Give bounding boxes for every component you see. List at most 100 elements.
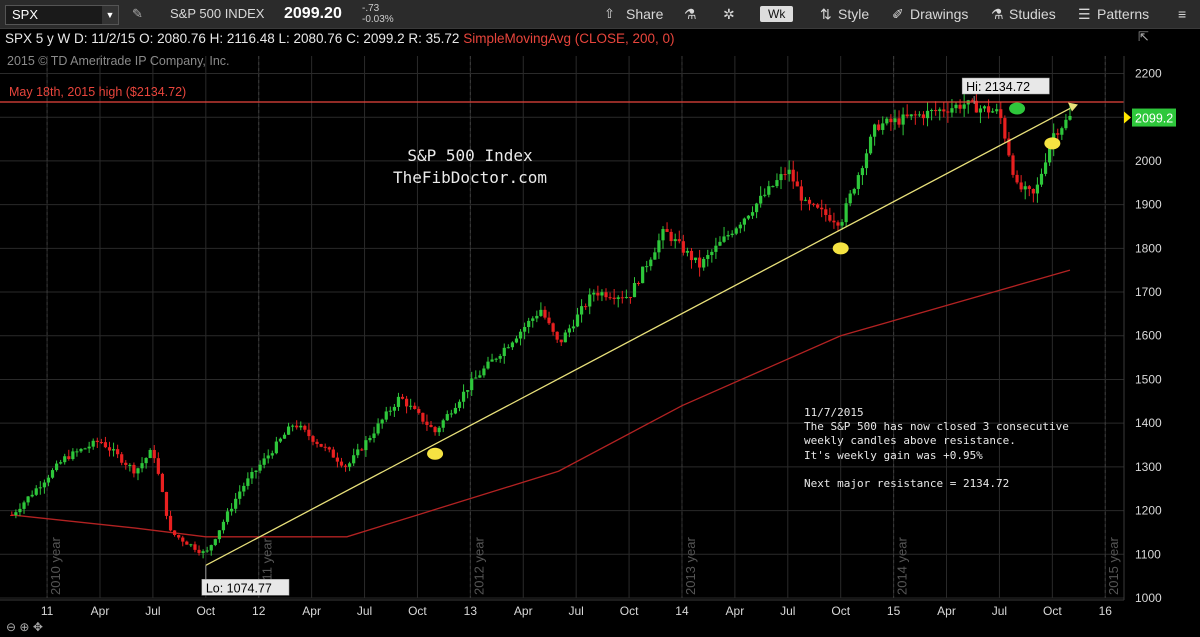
- candle-body: [942, 109, 946, 112]
- x-tick-label: Apr: [302, 604, 321, 618]
- y-tick-label: 2200: [1135, 66, 1162, 80]
- studies-button[interactable]: Studies: [1009, 6, 1056, 22]
- marker-dot: [1009, 102, 1026, 115]
- candle-body: [335, 457, 340, 462]
- x-tick-label: Oct: [831, 604, 850, 618]
- candle-body: [217, 530, 221, 540]
- candle-body: [649, 259, 653, 267]
- candle-body: [124, 462, 128, 465]
- symbol-selector[interactable]: SPX ▼: [5, 5, 119, 25]
- info-low: L: 2080.76: [278, 31, 343, 46]
- candle-body: [929, 110, 934, 112]
- share-button[interactable]: Share: [626, 6, 664, 22]
- timeframe-button[interactable]: Wk: [760, 6, 794, 22]
- candle-body: [909, 114, 913, 117]
- candle-body: [197, 549, 201, 553]
- zoom-in-icon[interactable]: ⊕: [19, 620, 30, 634]
- candle-body: [22, 502, 26, 509]
- marker-dot: [427, 447, 444, 460]
- style-icon[interactable]: ⇅: [820, 6, 832, 22]
- patterns-icon[interactable]: ☰: [1078, 6, 1091, 22]
- price-chart[interactable]: 2010 year 2011 year 2012 year 2013 year 2014…: [0, 29, 1200, 637]
- drawings-button[interactable]: Drawings: [910, 6, 969, 22]
- zoom-controls[interactable]: ⊖ ⊕ ✥: [6, 620, 43, 634]
- x-tick-label: Jul: [992, 604, 1007, 618]
- flask-icon[interactable]: ⚗: [684, 6, 697, 22]
- candle-body: [246, 478, 250, 486]
- dropdown-arrow-icon[interactable]: ▼: [102, 6, 118, 24]
- candle-body: [356, 449, 360, 456]
- candle-body: [339, 461, 344, 466]
- low-label-box: [201, 579, 290, 596]
- candle-body: [661, 229, 665, 241]
- pencil-icon[interactable]: ✎: [132, 6, 143, 21]
- candle-body: [368, 437, 372, 441]
- candle-body: [181, 537, 185, 542]
- candle-body: [156, 458, 160, 474]
- candle-body: [803, 199, 808, 201]
- candle-body: [343, 465, 348, 467]
- candle-body: [897, 118, 901, 125]
- candle-body: [995, 109, 999, 112]
- candle-body: [616, 297, 620, 299]
- y-tick-label: 1900: [1135, 198, 1162, 212]
- zoom-out-icon[interactable]: ⊖: [6, 620, 17, 634]
- candle-body: [327, 447, 331, 450]
- share-icon[interactable]: ⇧: [604, 6, 615, 21]
- last-price: 2099.20: [284, 5, 342, 22]
- style-button[interactable]: Style: [838, 6, 870, 22]
- info-bar: SPX 5 y W D: 11/2/15 O: 2080.76 H: 2116.…: [5, 31, 675, 46]
- candle-body: [270, 453, 274, 456]
- candle-body: [352, 455, 356, 464]
- candle-body: [1048, 145, 1052, 163]
- candle-body: [486, 361, 490, 369]
- gear-icon[interactable]: ✲: [723, 6, 735, 22]
- candle-body: [669, 231, 673, 242]
- pan-icon[interactable]: ✥: [32, 620, 43, 634]
- candle-body: [42, 482, 46, 488]
- candle-body: [771, 186, 775, 188]
- info-range: R: 35.72: [408, 31, 460, 46]
- grid: [0, 56, 1124, 599]
- candle-body: [262, 458, 266, 465]
- x-tick-label: 14: [675, 604, 689, 618]
- candle-body: [506, 347, 510, 349]
- candle-body: [856, 175, 860, 189]
- candle-body: [974, 100, 978, 113]
- y-tick-label: 1400: [1135, 416, 1162, 430]
- note-line: [804, 463, 1069, 477]
- candle-body: [311, 436, 315, 442]
- candle-body: [380, 419, 384, 424]
- candle-body: [539, 309, 543, 316]
- x-tick-label: Jul: [568, 604, 583, 618]
- candle-body: [689, 250, 694, 261]
- candle-body: [177, 534, 181, 538]
- info-date: D: 11/2/15: [74, 31, 136, 46]
- candle-body: [409, 405, 413, 407]
- x-tick-label: Oct: [1043, 604, 1062, 618]
- drawings-icon[interactable]: ✐: [892, 6, 904, 22]
- info-open: O: 2080.76: [139, 31, 206, 46]
- candle-body: [673, 239, 677, 242]
- candle-body: [502, 347, 506, 357]
- candle-body: [449, 413, 453, 415]
- collapse-icon[interactable]: ⇱: [1138, 29, 1149, 44]
- candle-body: [95, 440, 99, 443]
- candle-body: [278, 438, 283, 442]
- candle-body: [588, 294, 592, 307]
- candle-body: [384, 411, 388, 420]
- studies-icon[interactable]: ⚗: [991, 6, 1004, 22]
- candle-body: [348, 463, 352, 467]
- candle-body: [120, 454, 124, 463]
- candle-body: [636, 283, 641, 285]
- candle-body: [30, 494, 34, 497]
- patterns-button[interactable]: Patterns: [1097, 6, 1150, 22]
- candle-body: [209, 545, 213, 551]
- candle-body: [543, 309, 547, 318]
- candle-body: [571, 326, 576, 329]
- candle-body: [331, 449, 335, 458]
- candle-body: [1011, 155, 1015, 175]
- menu-icon[interactable]: ≡: [1178, 6, 1187, 22]
- x-tick-label: Oct: [196, 604, 215, 618]
- candle-body: [873, 124, 877, 137]
